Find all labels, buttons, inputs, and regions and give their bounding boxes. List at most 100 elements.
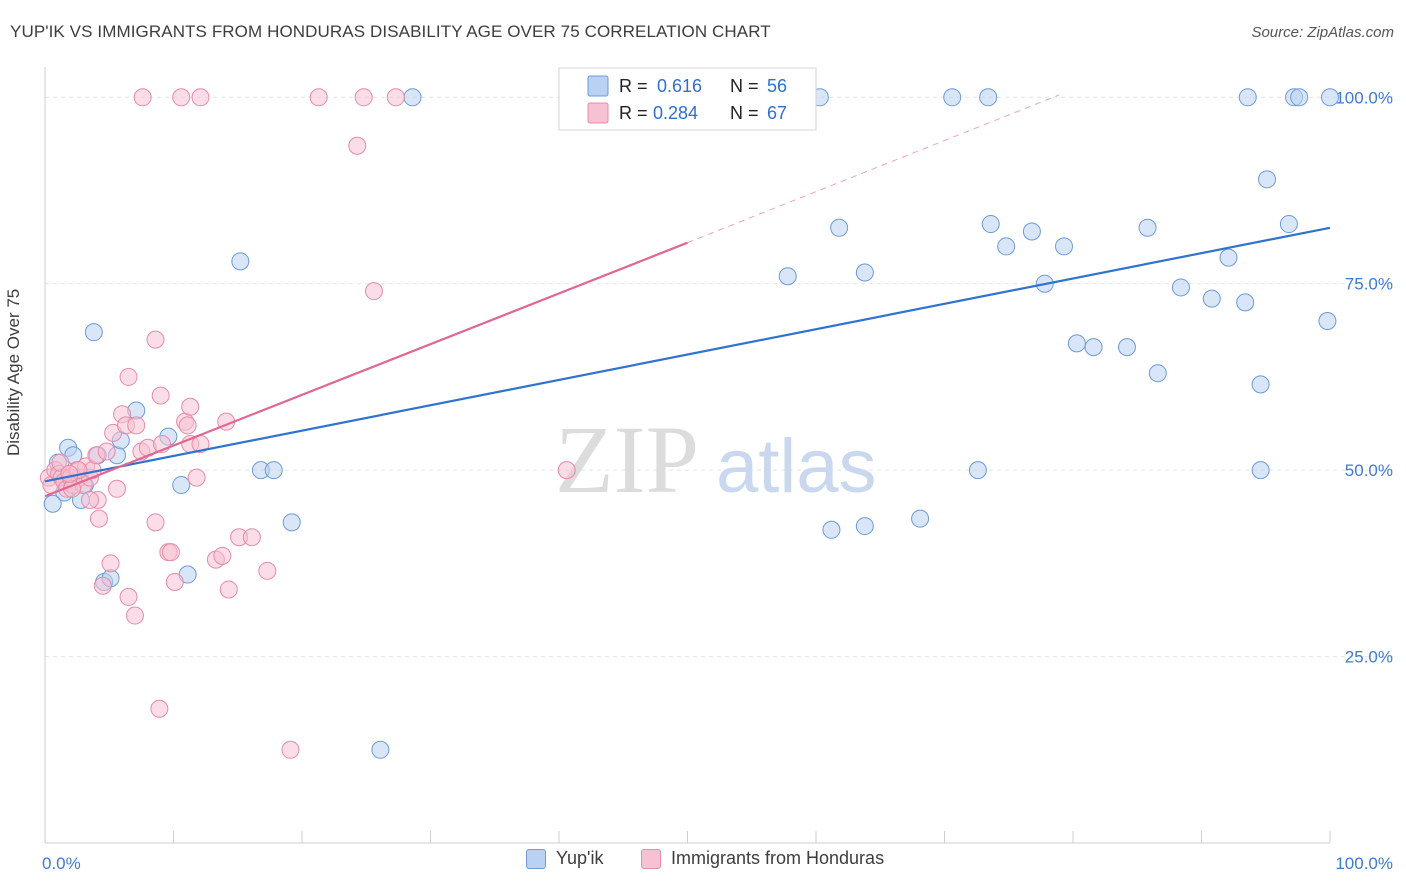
legend-swatch-honduras [641, 848, 661, 869]
trend-lines [44, 94, 1331, 498]
data-point [101, 554, 120, 573]
data-point [89, 509, 108, 528]
axes [44, 67, 1331, 844]
data-point [943, 88, 962, 107]
data-point [1258, 170, 1277, 189]
data-point [119, 587, 138, 606]
data-point [1138, 218, 1157, 237]
stats-swatch-yupik [587, 75, 609, 97]
data-point [165, 573, 184, 591]
data-point [213, 546, 232, 565]
data-point [981, 215, 1000, 234]
source-label: Source: ZipAtlas.com [1251, 24, 1394, 41]
data-point [557, 461, 576, 480]
data-point [146, 330, 165, 349]
data-point [1251, 461, 1270, 480]
trend-line-0 [44, 226, 1331, 483]
y-tick-labels: 25.0% 50.0% 75.0% 100.0% [1335, 88, 1393, 666]
data-point [178, 416, 197, 435]
data-point [264, 461, 283, 480]
data-point [1236, 293, 1255, 312]
data-point [43, 494, 62, 513]
y-tick-label: 25.0% [1345, 648, 1393, 667]
data-point [1084, 338, 1103, 357]
data-point [403, 88, 422, 107]
data-point [172, 476, 191, 495]
data-point [1238, 88, 1257, 107]
data-point [161, 543, 180, 562]
data-point [1117, 338, 1136, 357]
data-point [242, 528, 261, 547]
chart-title: YUP'IK VS IMMIGRANTS FROM HONDURAS DISAB… [10, 22, 771, 41]
data-point [348, 136, 367, 155]
stats-swatch-honduras [587, 102, 609, 124]
legend-item-honduras: Immigrants from Honduras [641, 848, 884, 869]
data-point [1171, 278, 1190, 297]
data-point [181, 397, 200, 416]
data-point [146, 513, 165, 532]
stats-r-value-1: 0.284 [653, 103, 698, 123]
data-point [778, 267, 797, 286]
stats-n-label-0: N = [730, 76, 759, 96]
stats-r-value-0: 0.616 [657, 76, 702, 96]
data-point [93, 576, 112, 595]
data-point [258, 561, 277, 580]
data-point [309, 88, 328, 107]
data-point [1148, 364, 1167, 383]
gridlines [45, 96, 1395, 658]
legend-swatch-yupik [526, 848, 546, 869]
data-point [80, 490, 99, 509]
data-point [1290, 88, 1309, 107]
data-point [354, 88, 373, 107]
legend-label-honduras: Immigrants from Honduras [671, 848, 885, 868]
data-point [107, 479, 126, 498]
data-point [1022, 222, 1041, 241]
data-point [822, 520, 841, 539]
stats-n-label-1: N = [730, 103, 759, 123]
trend-line-1 [44, 241, 688, 498]
data-point [231, 252, 250, 271]
watermark-zip: ZIP [555, 406, 699, 513]
data-point [911, 509, 930, 528]
data-point [187, 468, 206, 487]
data-point [125, 606, 144, 625]
data-point [364, 282, 383, 301]
data-point [979, 88, 998, 107]
legend-item-yupik: Yup'ik [526, 848, 603, 869]
data-point [282, 513, 301, 532]
data-point [150, 699, 169, 718]
data-point [219, 580, 238, 599]
stats-n-value-1: 67 [767, 103, 787, 123]
stats-r-label-1: R = [619, 103, 648, 123]
y-axis-label: Disability Age Over 75 [4, 288, 23, 456]
data-point [172, 88, 191, 107]
series-honduras-points [39, 88, 576, 759]
data-point [855, 263, 874, 282]
data-point [97, 442, 116, 461]
data-point [1251, 375, 1270, 394]
series-legend: Yup'ik Immigrants from Honduras [0, 848, 1406, 880]
data-point [997, 237, 1016, 256]
data-point [1318, 312, 1337, 330]
data-point [191, 88, 210, 107]
y-tick-label: 50.0% [1345, 461, 1393, 480]
data-point [1279, 215, 1298, 234]
legend-label-yupik: Yup'ik [556, 848, 604, 868]
data-point [1067, 334, 1086, 353]
y-tick-label: 75.0% [1345, 275, 1393, 294]
watermark-atlas: atlas [716, 424, 877, 509]
data-point [133, 88, 152, 107]
data-point [371, 740, 390, 759]
data-point [855, 517, 874, 536]
trend-line-extension-1 [687, 94, 1060, 244]
data-point [1055, 237, 1074, 256]
stats-n-value-0: 56 [767, 76, 787, 96]
data-point [830, 218, 849, 237]
data-point [119, 367, 138, 386]
data-point [968, 461, 987, 480]
data-point [281, 740, 300, 759]
data-point [1219, 248, 1238, 267]
x-tick-label-min: 0.0% [42, 854, 81, 873]
stats-r-label-0: R = [619, 76, 648, 96]
